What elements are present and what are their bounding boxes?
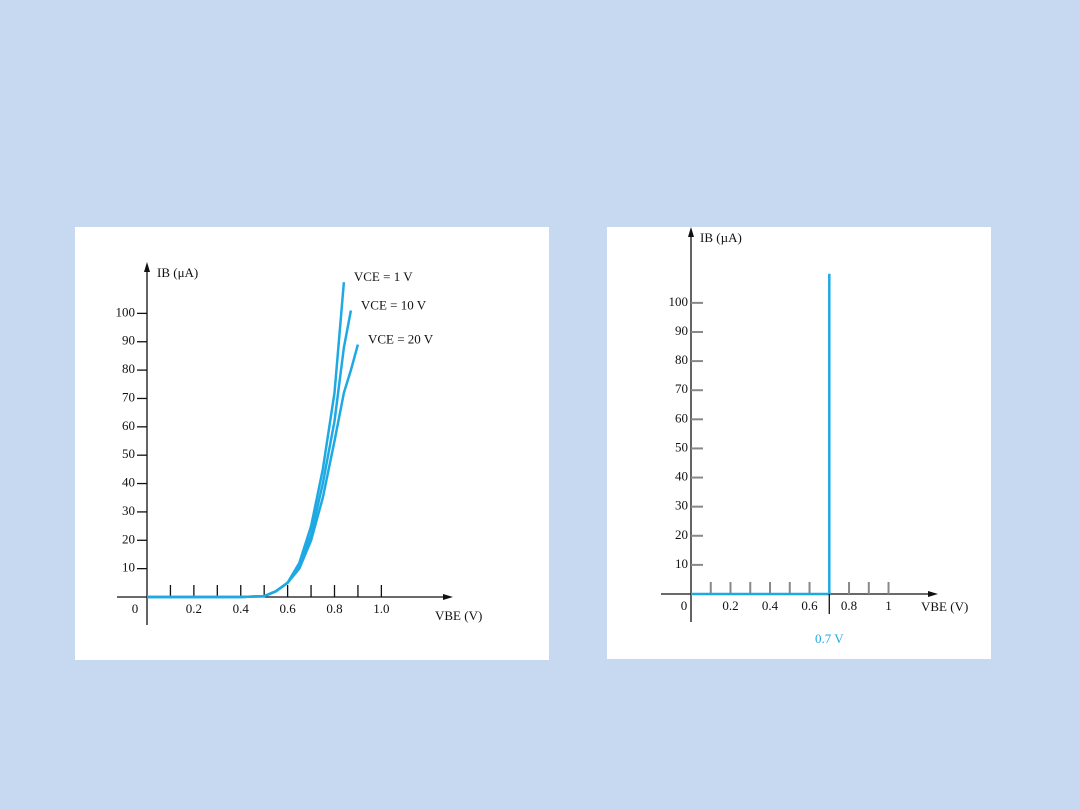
panel <box>607 227 991 659</box>
annotation: 0.7 V <box>815 631 844 646</box>
x-axis-arrow <box>928 591 938 597</box>
y-tick-label: 90 <box>122 333 135 348</box>
y-tick-label: 40 <box>675 469 688 484</box>
panel <box>75 227 549 660</box>
y-tick-label: 100 <box>669 294 689 309</box>
y-axis-label: IB (μA) <box>157 265 198 280</box>
y-tick-label: 70 <box>675 381 688 396</box>
y-tick-label: 60 <box>675 410 688 425</box>
y-tick-label: 40 <box>122 475 135 490</box>
y-tick-label: 30 <box>122 503 135 518</box>
y-tick-label: 30 <box>675 498 688 513</box>
x-axis-label: VBE (V) <box>921 599 968 614</box>
x-tick-label: 0 <box>132 601 139 616</box>
y-tick-label: 80 <box>675 352 688 367</box>
x-tick-label: 0.6 <box>280 601 297 616</box>
x-tick-label: 0.6 <box>801 598 818 613</box>
x-tick-label: 0.8 <box>326 601 342 616</box>
x-axis-label: VBE (V) <box>435 608 482 623</box>
y-tick-label: 100 <box>116 304 136 319</box>
y-axis-label: IB (µA) <box>700 230 742 245</box>
series-line <box>147 344 360 599</box>
x-tick-label: 0.2 <box>722 598 738 613</box>
y-tick-label: 50 <box>675 439 688 454</box>
y-tick-label: 20 <box>675 527 688 542</box>
y-tick-label: 80 <box>122 361 135 376</box>
x-tick-label: 0.4 <box>762 598 779 613</box>
x-tick-label: 0.4 <box>233 601 250 616</box>
y-tick-label: 90 <box>675 323 688 338</box>
x-tick-label: 1.0 <box>373 601 389 616</box>
y-tick-label: 50 <box>122 446 135 461</box>
x-axis-arrow <box>443 594 453 600</box>
series-label: VCE = 1 V <box>354 269 413 284</box>
y-tick-label: 70 <box>122 389 135 404</box>
y-tick-label: 20 <box>122 531 135 546</box>
y-axis-arrow <box>688 227 694 237</box>
x-tick-label: 0 <box>681 598 688 613</box>
x-tick-label: 1 <box>885 598 892 613</box>
x-tick-label: 0.2 <box>186 601 202 616</box>
y-axis-arrow <box>144 262 150 272</box>
series-label: VCE = 20 V <box>368 332 434 347</box>
series-label: VCE = 10 V <box>361 298 427 313</box>
y-tick-label: 10 <box>675 556 688 571</box>
x-tick-label: 0.8 <box>841 598 857 613</box>
y-tick-label: 60 <box>122 418 135 433</box>
y-tick-label: 10 <box>122 560 135 575</box>
